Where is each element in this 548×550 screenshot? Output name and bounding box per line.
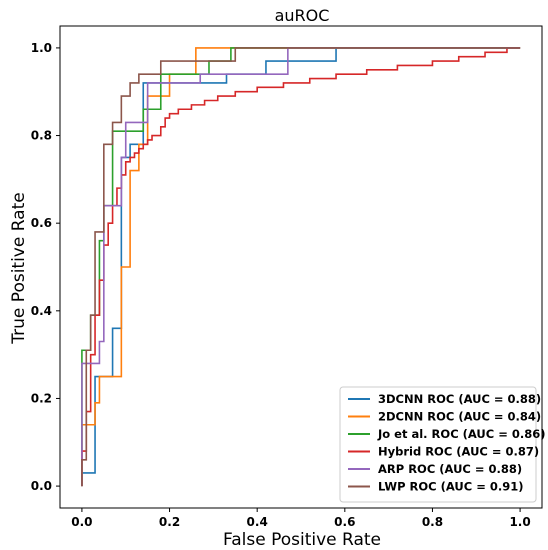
y-tick-label: 1.0 xyxy=(31,41,52,55)
x-axis-label: False Positive Rate xyxy=(223,530,381,550)
x-tick-label: 0.4 xyxy=(247,515,268,529)
roc-curve-series-6 xyxy=(81,47,521,487)
legend-label: Hybrid ROC (AUC = 0.87) xyxy=(378,445,539,459)
y-tick-label: 0.0 xyxy=(31,479,52,493)
x-tick-label: 1.0 xyxy=(509,515,530,529)
roc-curve-series-1 xyxy=(81,47,521,487)
legend-box xyxy=(339,386,537,503)
x-tick-label: 0.8 xyxy=(422,515,443,529)
legend-label: 3DCNN ROC (AUC = 0.88) xyxy=(378,392,541,406)
legend-label: LWP ROC (AUC = 0.91) xyxy=(378,480,523,494)
axis-ticks: 0.0 0.2 0.4 0.6 0.8 1.0 0.0 0.2 0.4 0.6 0.8 1.0 xyxy=(31,41,531,529)
plot-area xyxy=(81,47,521,487)
y-axis-label: True Positive Rate xyxy=(9,192,29,344)
legend: 3DCNN ROC (AUC = 0.88) 2DCNN ROC (AUC = 0… xyxy=(339,386,546,503)
y-tick-label: 0.8 xyxy=(31,129,52,143)
roc-curve-series-4 xyxy=(81,47,521,487)
x-tick-label: 0.6 xyxy=(334,515,355,529)
y-tick-label: 0.6 xyxy=(31,216,52,230)
legend-label: ARP ROC (AUC = 0.88) xyxy=(378,462,522,476)
roc-curve-series-5 xyxy=(81,47,521,487)
x-tick-label: 0.2 xyxy=(159,515,180,529)
y-tick-label: 0.2 xyxy=(31,391,52,405)
chart-title: auROC xyxy=(275,6,330,25)
legend-label: 2DCNN ROC (AUC = 0.84) xyxy=(378,410,541,424)
x-tick-label: 0.0 xyxy=(71,515,92,529)
y-tick-label: 0.4 xyxy=(31,304,52,318)
plot-frame xyxy=(59,25,543,509)
legend-label: Jo et al. ROC (AUC = 0.86) xyxy=(377,427,546,441)
